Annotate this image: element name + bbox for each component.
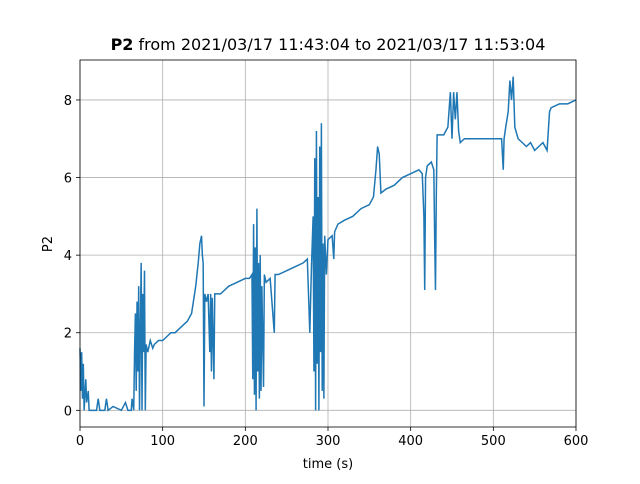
- y-tick-label: 0: [64, 404, 72, 419]
- plot-frame: [79, 59, 577, 428]
- x-tick-label: 500: [481, 434, 506, 449]
- y-tick-label: 8: [64, 94, 72, 109]
- y-tick-label: 4: [64, 249, 72, 264]
- x-tick-label: 400: [398, 434, 423, 449]
- x-tick-label: 600: [564, 434, 589, 449]
- title-text: from 2021/03/17 11:43:04 to 2021/03/17 1…: [139, 35, 546, 54]
- data-line: [79, 76, 577, 412]
- x-tick-label: 0: [76, 434, 84, 449]
- x-axis-label: time (s): [303, 457, 353, 472]
- y-tick-label: 6: [64, 172, 72, 187]
- chart-title: P2 from 2021/03/17 11:43:04 to 2021/03/1…: [111, 35, 546, 54]
- x-tick-label: 200: [233, 434, 258, 449]
- y-tick-label: 2: [64, 327, 72, 342]
- x-tick-label: 300: [316, 434, 341, 449]
- x-tick-label: 100: [150, 434, 175, 449]
- title-bold: P2: [111, 35, 134, 54]
- y-axis-label: P2: [41, 236, 56, 252]
